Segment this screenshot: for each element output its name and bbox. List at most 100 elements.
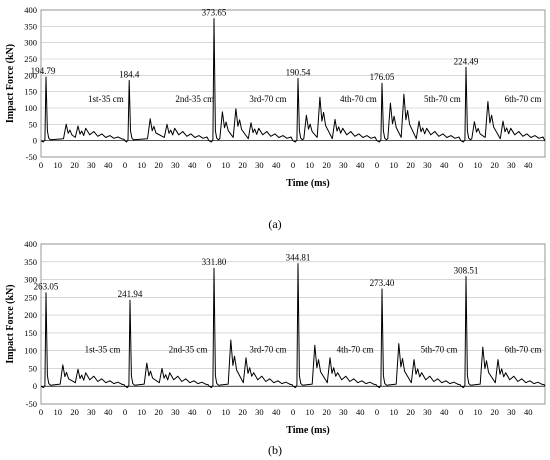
x-tick-label: 0 [291,407,295,417]
drop-label: 2nd-35 cm [175,94,214,104]
y-tick-label: 200 [24,310,37,320]
x-tick-label: 30 [255,407,264,417]
y-tick-label: 100 [24,103,37,113]
force-trace-drop-4 [292,77,378,143]
x-tick-label: 30 [171,160,180,170]
x-tick-label: 40 [524,160,533,170]
drop-label: 5th-70 cm [421,344,458,354]
y-tick-label: 300 [24,275,37,285]
y-tick-label: 300 [24,38,37,48]
x-tick-label: 0 [39,407,43,417]
x-tick-label: 10 [222,160,231,170]
peak-value-label: 176.05 [370,72,395,82]
force-trace-drop-6 [460,66,546,143]
peak-value-label: 308.51 [454,266,479,276]
x-tick-label: 10 [390,407,399,417]
drop-label: 1st-35 cm [85,344,121,354]
y-tick-label: 0 [33,381,37,391]
y-tick-label: -50 [26,152,37,162]
x-tick-label: 40 [188,160,197,170]
peak-value-label: 241.94 [118,289,143,299]
x-tick-label: 20 [238,160,247,170]
panel-caption: (b) [268,443,282,457]
x-tick-label: 10 [222,407,231,417]
plot-frame [40,9,546,158]
y-tick-label: 200 [24,70,37,80]
x-tick-label: 40 [356,407,365,417]
x-tick-label: 40 [356,160,365,170]
y-axis-label: Impact Force (kN) [5,284,16,363]
x-tick-label: 30 [339,160,348,170]
force-trace-drop-1 [40,76,126,143]
x-tick-label: 10 [138,160,147,170]
y-tick-label: 100 [24,346,37,356]
x-tick-label: 20 [154,160,163,170]
drop-label: 3rd-70 cm [249,94,286,104]
x-axis-label: Time (ms) [286,425,329,436]
x-tick-label: 20 [154,407,163,417]
x-tick-label: 30 [423,160,432,170]
drop-label: 4th-70 cm [337,344,374,354]
y-tick-label: 350 [24,257,37,267]
x-tick-label: 10 [306,160,315,170]
peak-value-label: 263.05 [34,282,59,292]
force-trace-drop-3 [208,267,294,389]
peak-value-label: 224.49 [454,56,479,66]
y-tick-label: 400 [24,239,37,249]
x-axis-label: Time (ms) [286,178,329,189]
x-tick-label: 0 [375,407,379,417]
drop-label: 1st-35 cm [88,94,124,104]
x-tick-label: 0 [291,160,295,170]
y-tick-label: 0 [33,136,37,146]
y-tick-label: 350 [24,21,37,31]
y-tick-label: 250 [24,54,37,64]
peak-value-label: 331.80 [202,257,227,267]
x-tick-label: 30 [423,407,432,417]
x-tick-label: 40 [272,160,281,170]
x-tick-label: 40 [440,160,449,170]
x-tick-label: 20 [406,407,415,417]
force-trace-drop-3 [208,18,294,143]
peak-value-label: 194.79 [31,66,56,76]
force-trace-drop-4 [292,263,378,389]
y-tick-label: 50 [29,119,38,129]
y-tick-label: 250 [24,292,37,302]
x-tick-label: 10 [54,160,63,170]
x-tick-label: 30 [171,407,180,417]
peak-value-label: 273.40 [370,278,395,288]
force-trace-drop-6 [460,276,546,389]
y-tick-label: 50 [29,363,38,373]
force-trace-drop-2 [124,299,210,389]
x-tick-label: 0 [375,160,379,170]
x-tick-label: 0 [207,407,211,417]
plot-frame [40,243,546,405]
drop-label: 4th-70 cm [340,94,377,104]
x-tick-label: 30 [507,407,516,417]
x-tick-label: 10 [474,160,483,170]
drop-label: 2nd-35 cm [169,344,208,354]
x-tick-label: 40 [440,407,449,417]
x-tick-label: 0 [459,160,463,170]
x-tick-label: 40 [188,407,197,417]
y-tick-label: 400 [24,5,37,15]
x-tick-label: 0 [123,160,127,170]
x-tick-label: 20 [322,160,331,170]
x-tick-label: 0 [459,407,463,417]
x-tick-label: 10 [54,407,63,417]
x-tick-label: 20 [70,407,79,417]
x-tick-label: 20 [406,160,415,170]
peak-value-label: 184.4 [119,69,140,79]
x-tick-label: 0 [207,160,211,170]
x-tick-label: 10 [390,160,399,170]
x-tick-label: 40 [104,160,113,170]
drop-label: 3rd-70 cm [249,344,286,354]
drop-label: 6th-70 cm [505,94,542,104]
x-tick-label: 10 [138,407,147,417]
x-tick-label: 10 [306,407,315,417]
y-tick-label: -50 [26,399,37,409]
x-tick-label: 10 [474,407,483,417]
x-tick-label: 20 [322,407,331,417]
